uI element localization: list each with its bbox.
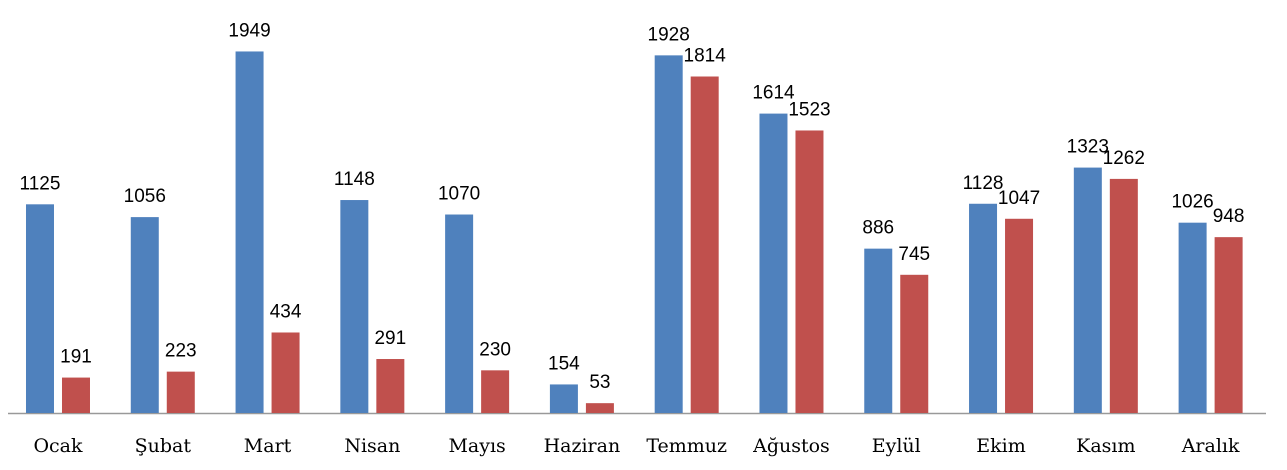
value-label: 1323 [1067,137,1109,158]
bar [969,203,998,413]
bar [1109,178,1138,413]
value-label: 434 [270,302,302,323]
x-tick-label: Haziran [544,435,621,457]
bar [271,332,300,413]
value-label: 1262 [1103,148,1145,169]
value-label: 1026 [1171,192,1213,213]
x-tick-label: Ocak [33,435,83,457]
x-tick-label: Mayıs [448,435,505,457]
x-tick-label: Kasım [1076,435,1135,457]
bar [235,51,264,413]
value-label: 1614 [752,83,795,104]
bar [1178,222,1207,413]
value-label: 223 [165,341,197,362]
value-label: 1148 [334,169,375,190]
bar [25,204,54,413]
bar [130,217,159,413]
bar [1073,167,1102,413]
x-tick-label: Temmuz [646,435,727,457]
value-label: 230 [479,339,511,360]
bar [585,403,614,413]
bar [340,200,369,413]
value-label: 1949 [228,20,270,41]
bar [376,359,405,413]
value-label: 191 [60,347,92,368]
x-tick-label: Nisan [344,435,400,457]
value-label: 1128 [963,173,1004,194]
value-label: 745 [898,244,930,265]
value-label: 154 [548,353,580,374]
bar [690,76,719,414]
bar [900,274,929,413]
value-label: 291 [374,328,406,349]
bar [654,55,683,414]
bar [445,214,474,413]
bar [61,377,90,413]
bar [1005,218,1034,413]
value-label: 1047 [998,188,1040,209]
value-label: 886 [862,218,894,239]
x-tick-label: Eylül [872,435,921,457]
value-label: 1928 [648,24,690,45]
bar [549,384,578,413]
value-label: 1814 [684,46,727,67]
value-label: 1125 [20,173,61,194]
value-label: 1056 [124,186,166,207]
x-tick-label: Aralık [1181,435,1240,457]
bar [759,113,788,413]
value-label: 53 [589,372,610,393]
x-tick-label: Şubat [135,435,192,457]
bar [1214,237,1243,413]
bar [166,371,195,413]
value-label: 1070 [438,184,480,205]
x-tick-label: Ekim [976,435,1025,457]
x-tick-label: Mart [244,435,292,457]
bar [481,370,510,413]
bar [864,248,893,413]
bar [795,130,824,413]
value-label: 948 [1213,206,1245,227]
value-label: 1523 [788,99,830,120]
x-tick-label: Ağustos [752,435,830,457]
